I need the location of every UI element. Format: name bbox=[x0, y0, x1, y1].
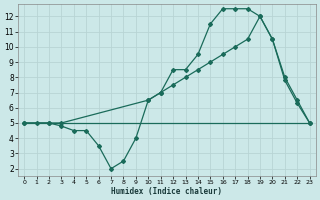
X-axis label: Humidex (Indice chaleur): Humidex (Indice chaleur) bbox=[111, 187, 222, 196]
